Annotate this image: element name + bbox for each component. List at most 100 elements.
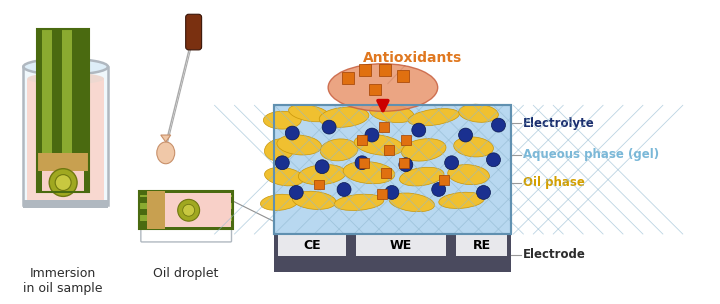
Bar [37,29,42,192]
Bar [62,29,72,192]
Ellipse shape [438,192,485,209]
Ellipse shape [27,73,104,85]
Bar [139,225,233,229]
Bar [139,215,233,221]
Ellipse shape [369,104,414,123]
Circle shape [322,120,336,134]
Bar [52,29,62,192]
Bar [27,79,104,200]
Circle shape [459,128,472,142]
Polygon shape [161,135,171,142]
Circle shape [55,174,71,191]
Circle shape [412,123,426,137]
Bar [139,203,233,209]
Bar [139,192,233,195]
Bar [139,192,233,197]
Circle shape [337,182,351,196]
Circle shape [399,158,413,172]
Ellipse shape [157,142,175,164]
Circle shape [178,199,199,221]
Bar [401,135,411,145]
Bar [381,168,391,178]
Circle shape [385,185,399,199]
Bar [356,234,446,256]
Bar [314,180,324,189]
Bar [438,174,449,185]
Ellipse shape [400,167,444,186]
Bar [379,122,389,132]
Circle shape [477,185,490,199]
Bar [399,158,409,168]
Circle shape [183,204,194,216]
Bar [82,29,89,192]
Text: Electrolyte: Electrolyte [523,117,595,130]
Bar [397,70,409,81]
Bar [139,197,233,203]
Bar [274,105,511,234]
Bar [42,29,52,192]
Text: Immersion
in oil sample: Immersion in oil sample [23,267,103,295]
Text: Oil droplet: Oil droplet [153,267,218,280]
Ellipse shape [319,107,369,127]
Ellipse shape [408,109,459,126]
Ellipse shape [354,135,404,155]
Bar [456,234,508,256]
Circle shape [315,160,329,174]
Text: Aqueous phase (gel): Aqueous phase (gel) [523,148,660,161]
Bar [165,193,232,227]
Ellipse shape [261,194,298,210]
Circle shape [355,156,369,170]
Text: RE: RE [472,240,490,252]
Bar [377,189,387,199]
Circle shape [432,182,446,196]
Circle shape [487,153,500,167]
Bar [147,192,165,229]
Ellipse shape [402,139,446,161]
Ellipse shape [448,164,490,185]
Ellipse shape [389,193,435,212]
Circle shape [289,185,303,199]
Ellipse shape [264,168,304,186]
FancyBboxPatch shape [186,14,202,50]
Bar [369,84,381,95]
Bar [274,234,511,272]
Bar [37,153,89,171]
Ellipse shape [298,164,346,185]
Circle shape [445,156,459,170]
Ellipse shape [328,64,438,111]
Ellipse shape [277,135,322,155]
Circle shape [492,118,505,132]
Text: CE: CE [303,240,321,252]
Ellipse shape [343,161,395,184]
Bar [139,221,233,227]
Text: Oil phase: Oil phase [523,176,585,189]
Ellipse shape [264,111,301,129]
Text: Antioxidants: Antioxidants [363,51,462,65]
Ellipse shape [264,139,294,161]
Bar [72,29,82,192]
Bar [379,64,391,76]
Ellipse shape [320,139,358,161]
Ellipse shape [23,59,108,75]
Ellipse shape [292,191,336,209]
Ellipse shape [459,104,498,122]
Text: Electrode: Electrode [523,248,586,261]
FancyBboxPatch shape [141,228,232,242]
Circle shape [365,128,379,142]
Bar [23,200,108,208]
Bar [139,192,233,229]
Circle shape [275,156,289,170]
Bar [359,64,371,76]
Circle shape [49,169,77,196]
Bar [37,29,89,192]
Circle shape [285,126,300,140]
Ellipse shape [289,105,330,122]
Bar [357,135,367,145]
Text: WE: WE [390,240,412,252]
Ellipse shape [454,137,493,157]
Bar [139,209,233,215]
Bar [274,105,511,234]
Bar [342,72,354,84]
Bar [359,158,369,168]
Bar [279,234,346,256]
